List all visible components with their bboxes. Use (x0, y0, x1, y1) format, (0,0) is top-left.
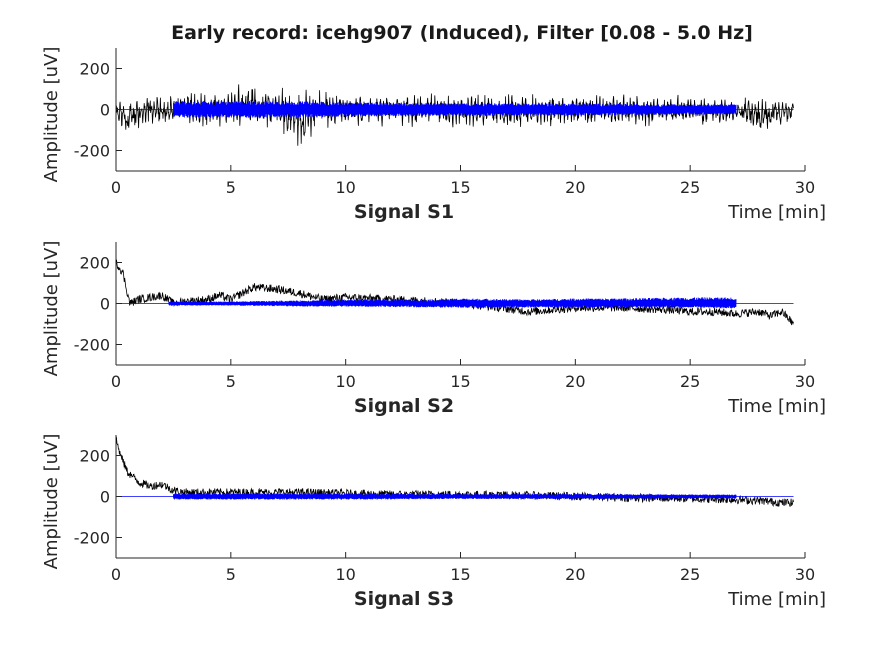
y-tick-label: -200 (74, 336, 110, 355)
x-tick-label: 5 (226, 178, 236, 197)
y-axis-label: Amplitude [uV] (41, 47, 62, 183)
x-tick-label: 25 (680, 178, 700, 197)
x-tick-label: 10 (335, 565, 355, 584)
x-tick-label: 0 (111, 372, 121, 391)
x-tick-label: 15 (450, 565, 470, 584)
x-tick-label: 20 (565, 372, 585, 391)
y-tick-label: 200 (79, 60, 110, 79)
x-tick-label: 10 (335, 178, 355, 197)
y-tick-label: 200 (79, 447, 110, 466)
y-tick-label: 200 (79, 254, 110, 273)
x-unit-label: Time [min] (727, 589, 826, 610)
x-tick-label: 0 (111, 565, 121, 584)
x-tick-label: 20 (565, 178, 585, 197)
x-tick-label: 30 (795, 178, 815, 197)
x-tick-label: 30 (795, 565, 815, 584)
x-axis-label: Signal S1 (354, 201, 454, 223)
x-tick-label: 5 (226, 372, 236, 391)
x-tick-label: 15 (450, 178, 470, 197)
y-tick-label: 0 (100, 101, 110, 120)
x-tick-label: 25 (680, 372, 700, 391)
x-axis-label: Signal S3 (354, 588, 454, 610)
y-axis-label: Amplitude [uV] (41, 434, 62, 570)
y-tick-label: 0 (100, 295, 110, 314)
x-tick-label: 30 (795, 372, 815, 391)
x-tick-label: 15 (450, 372, 470, 391)
x-unit-label: Time [min] (727, 396, 826, 417)
x-tick-label: 10 (335, 372, 355, 391)
x-tick-label: 0 (111, 178, 121, 197)
x-tick-label: 20 (565, 565, 585, 584)
series-line-blue (168, 297, 737, 309)
series-line-blue (173, 101, 737, 118)
y-tick-label: 0 (100, 488, 110, 507)
y-tick-label: -200 (74, 142, 110, 161)
y-axis-label: Amplitude [uV] (41, 241, 62, 377)
x-axis-label: Signal S2 (354, 395, 454, 417)
x-tick-label: 5 (226, 565, 236, 584)
x-tick-label: 25 (680, 565, 700, 584)
y-tick-label: -200 (74, 529, 110, 548)
x-unit-label: Time [min] (727, 202, 826, 223)
series-line-black (115, 259, 794, 326)
figure-title: Early record: icehg907 (Induced), Filter… (171, 22, 753, 44)
